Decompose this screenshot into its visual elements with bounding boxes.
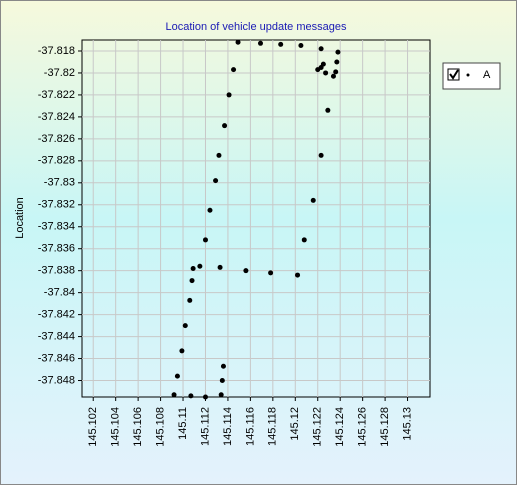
point xyxy=(179,348,185,354)
y-tick-label: -37.822 xyxy=(38,89,75,101)
point xyxy=(298,42,304,48)
y-axis-label: Location xyxy=(14,197,26,239)
plot-frame xyxy=(81,39,431,398)
legend-marker xyxy=(466,73,470,77)
point xyxy=(235,39,241,45)
point xyxy=(243,268,249,274)
y-tick-label: -37.84 xyxy=(44,287,75,299)
point xyxy=(213,178,219,184)
x-tick-label: 145.108 xyxy=(154,407,166,447)
point xyxy=(333,69,339,75)
x-tick-label: 145.126 xyxy=(357,407,369,447)
y-tick-label: -37.838 xyxy=(38,265,75,277)
y-tick-label: -37.836 xyxy=(38,243,75,255)
x-tick-label: 145.112 xyxy=(199,407,211,446)
y-tick-label: -37.832 xyxy=(38,199,75,211)
x-tick-label: 145.12 xyxy=(289,407,301,441)
point xyxy=(335,49,341,55)
y-tick-label: -37.818 xyxy=(38,45,75,57)
x-tick-label: 145.11 xyxy=(177,407,189,440)
y-tick-label: -37.824 xyxy=(38,111,75,123)
y-tick-label: -37.826 xyxy=(38,133,75,145)
point xyxy=(325,107,331,113)
x-tick-label: 145.116 xyxy=(244,407,256,446)
point xyxy=(216,152,222,158)
point xyxy=(315,67,321,73)
x-tick-label: 145.102 xyxy=(87,407,99,447)
y-tick-label: -37.844 xyxy=(38,330,75,342)
y-tick-label: -37.842 xyxy=(38,309,75,321)
x-tick-label: 145.106 xyxy=(132,407,144,447)
y-tick-label: -37.848 xyxy=(38,374,75,386)
point xyxy=(197,263,203,269)
point xyxy=(190,265,196,271)
point xyxy=(220,363,226,369)
point xyxy=(188,393,194,399)
point xyxy=(330,73,336,79)
x-tick-label: 145.13 xyxy=(401,407,413,441)
point xyxy=(301,237,307,243)
point xyxy=(189,278,195,284)
x-tick-label: 145.118 xyxy=(267,407,279,446)
point xyxy=(318,152,324,158)
y-tick-label: -37.846 xyxy=(38,352,75,364)
point xyxy=(320,61,326,67)
point xyxy=(231,67,237,73)
x-tick-label: 145.114 xyxy=(222,407,234,446)
legend-check xyxy=(449,69,459,80)
point xyxy=(295,272,301,278)
point xyxy=(257,40,263,46)
point xyxy=(222,123,228,129)
x-tick-label: 145.104 xyxy=(110,407,122,447)
y-tick-label: -37.828 xyxy=(38,155,75,167)
point xyxy=(219,378,225,384)
chart-title: Location of vehicle update messages xyxy=(165,21,347,33)
x-tick-label: 145.122 xyxy=(312,407,324,447)
point xyxy=(268,270,274,276)
point xyxy=(207,207,213,213)
point xyxy=(318,46,324,52)
point xyxy=(202,394,208,400)
point xyxy=(171,392,177,398)
point xyxy=(217,264,223,270)
legend-label: A xyxy=(483,69,491,81)
y-tick-label: -37.82 xyxy=(44,67,75,79)
point xyxy=(182,323,188,329)
point xyxy=(202,237,208,243)
point xyxy=(323,70,329,76)
point xyxy=(278,41,284,47)
x-tick-label: 145.124 xyxy=(334,407,346,447)
point xyxy=(174,373,180,379)
point xyxy=(334,59,340,65)
point xyxy=(218,392,224,398)
x-tick-label: 145.128 xyxy=(379,407,391,447)
legend-checkbox[interactable] xyxy=(447,68,460,81)
y-tick-label: -37.834 xyxy=(38,221,75,233)
point xyxy=(310,197,316,203)
point xyxy=(187,297,193,303)
y-tick-label: -37.83 xyxy=(44,177,75,189)
point xyxy=(226,92,232,98)
